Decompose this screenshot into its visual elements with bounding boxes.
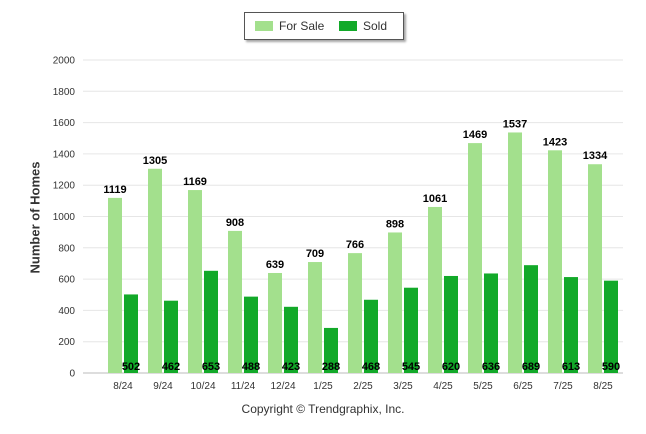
data-label-sold: 502 (122, 361, 140, 373)
data-label-for-sale: 1169 (183, 176, 207, 188)
data-label-for-sale: 898 (386, 218, 404, 230)
bar-for-sale (468, 143, 482, 373)
y-tick-label: 1000 (53, 212, 76, 223)
y-tick-label: 1400 (53, 149, 76, 160)
y-tick-label: 400 (58, 306, 75, 317)
y-tick-label: 600 (58, 275, 75, 286)
bar-for-sale (508, 132, 522, 373)
data-label-for-sale: 1119 (103, 184, 126, 196)
bar-for-sale (588, 164, 602, 373)
bar-for-sale (108, 197, 122, 373)
bar-for-sale (308, 262, 322, 373)
x-tick-label: 8/24 (113, 381, 133, 392)
y-tick-label: 0 (69, 369, 75, 380)
legend-item-for-sale[interactable]: For Sale (255, 19, 324, 33)
data-label-sold: 636 (482, 361, 500, 373)
x-tick-label: 8/25 (593, 381, 613, 392)
legend-swatch-for-sale (255, 21, 273, 31)
data-label-for-sale: 1305 (143, 155, 167, 167)
x-tick-label: 6/25 (513, 381, 533, 392)
bar-sold (564, 277, 578, 373)
bar-sold (604, 280, 618, 373)
bar-for-sale (268, 272, 282, 373)
x-tick-label: 10/24 (190, 381, 215, 392)
x-tick-label: 12/24 (270, 381, 295, 392)
data-label-sold: 468 (362, 361, 380, 373)
data-label-for-sale: 639 (266, 259, 284, 271)
x-tick-label: 3/25 (393, 381, 413, 392)
bar-sold (244, 296, 258, 373)
bar-for-sale (148, 168, 162, 373)
data-label-sold: 423 (282, 361, 300, 373)
bar-sold (204, 270, 218, 373)
y-axis-title: Number of Homes (27, 161, 43, 274)
bar-sold (444, 275, 458, 373)
x-tick-label: 7/25 (553, 381, 573, 392)
bar-for-sale (548, 150, 562, 373)
data-label-sold: 488 (242, 361, 260, 373)
copyright-text: Copyright © Trendgraphix, Inc. (241, 402, 405, 416)
y-tick-label: 800 (58, 243, 75, 254)
data-label-sold: 462 (162, 361, 180, 373)
bar-sold (284, 306, 298, 373)
chart-legend: For Sale Sold (244, 12, 404, 40)
data-label-for-sale: 766 (346, 239, 364, 251)
data-label-sold: 653 (202, 361, 220, 373)
y-tick-label: 200 (58, 337, 75, 348)
legend-swatch-sold (339, 21, 357, 31)
bar-sold (324, 327, 338, 373)
bar-sold (524, 265, 538, 373)
legend-label-for-sale: For Sale (279, 19, 325, 33)
data-label-sold: 689 (522, 361, 540, 373)
data-label-sold: 545 (402, 361, 420, 373)
bar-sold (124, 294, 138, 373)
data-label-for-sale: 1423 (543, 136, 567, 148)
y-tick-label: 2000 (53, 56, 76, 67)
bar-for-sale (388, 232, 402, 373)
x-tick-label: 4/25 (433, 381, 453, 392)
data-label-for-sale: 1334 (583, 150, 608, 162)
data-label-for-sale: 1061 (423, 193, 447, 205)
y-tick-label: 1200 (53, 181, 76, 192)
data-label-for-sale: 709 (306, 248, 324, 260)
data-label-sold: 620 (442, 361, 460, 373)
x-tick-label: 2/25 (353, 381, 373, 392)
bar-for-sale (348, 253, 362, 373)
data-label-sold: 613 (562, 361, 580, 373)
x-tick-label: 1/25 (313, 381, 333, 392)
y-tick-label: 1600 (53, 118, 76, 129)
x-tick-label: 5/25 (473, 381, 493, 392)
x-tick-label: 9/24 (153, 381, 173, 392)
bar-for-sale (188, 190, 202, 373)
data-label-sold: 288 (322, 361, 340, 373)
data-label-for-sale: 908 (226, 217, 244, 229)
legend-item-sold[interactable]: Sold (339, 19, 387, 33)
data-label-sold: 590 (602, 361, 620, 373)
bar-for-sale (228, 230, 242, 373)
bar-sold (164, 300, 178, 373)
data-label-for-sale: 1469 (463, 129, 487, 141)
bar-sold (364, 299, 378, 373)
data-label-for-sale: 1537 (503, 118, 527, 130)
legend-label-sold: Sold (363, 19, 388, 33)
bar-sold (484, 273, 498, 373)
x-tick-label: 11/24 (231, 381, 256, 392)
bar-sold (404, 287, 418, 373)
y-tick-label: 1800 (53, 87, 76, 98)
bar-for-sale (428, 206, 442, 373)
